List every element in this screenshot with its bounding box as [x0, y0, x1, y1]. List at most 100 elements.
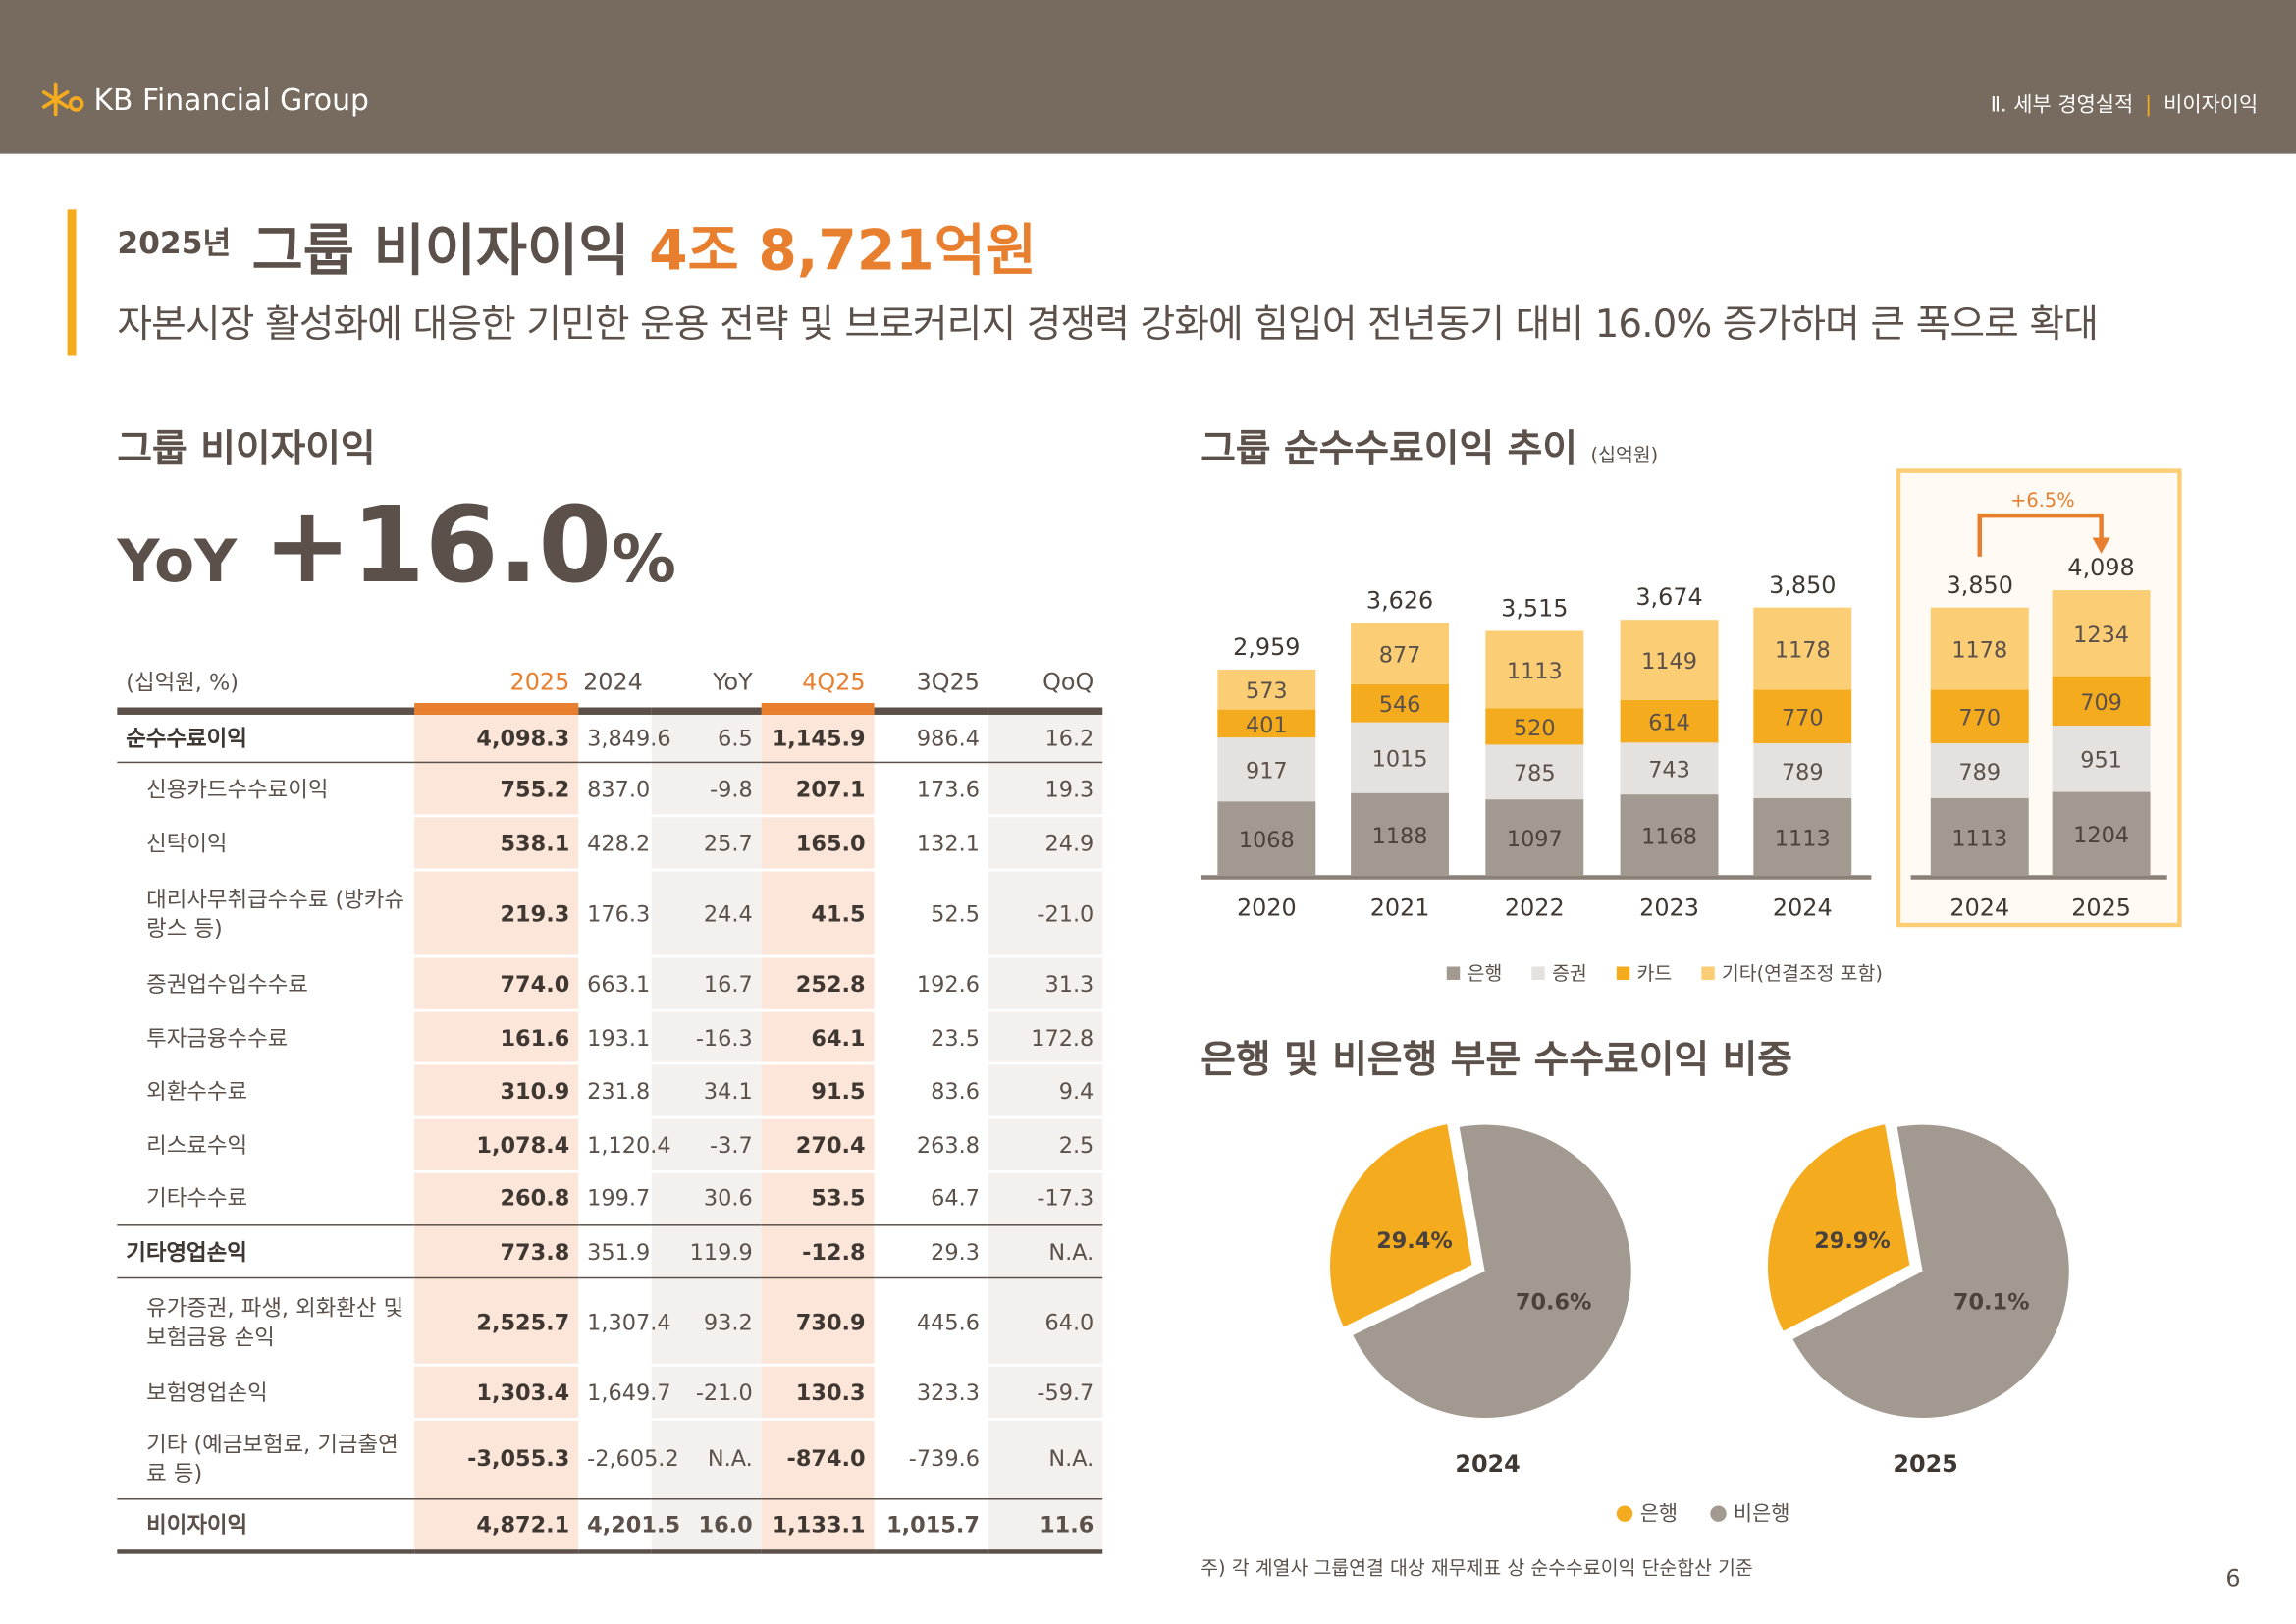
footnote: 주) 각 계열사 그룹연결 대상 재무제표 상 순수수료이익 단순합산 기준 — [1201, 1558, 1753, 1581]
legend-label: 은행 — [1639, 1502, 1679, 1527]
bar-segment-bank — [1351, 792, 1450, 877]
cell-3q25: 192.6 — [916, 970, 980, 998]
cell-2025: 538.1 — [414, 816, 579, 871]
table-row: 기타 (예금보험료, 기금출연료 등) -3,055.3 -2,605.2 N.A. -… — [117, 1420, 1103, 1500]
cell-3q25: 83.6 — [931, 1077, 980, 1105]
cell-yoy: 24.4 — [651, 870, 762, 957]
col-header-4q25: 4Q25 — [761, 654, 875, 715]
row-label: 기타 (예금보험료, 기금출연료 등) — [117, 1420, 415, 1500]
bar-category-label: 2020 — [1237, 893, 1297, 921]
cell-2024: 1,307.4 — [587, 1309, 671, 1336]
cell-3q25: 1,015.7 — [874, 1498, 988, 1554]
bar-segment-bank — [1217, 801, 1316, 877]
col-header-3q25: 3Q25 — [874, 654, 988, 715]
pie-year-label: 2024 — [1455, 1450, 1520, 1478]
row-label: 비이자이익 — [117, 1498, 415, 1554]
legend-item: 카드 — [1616, 958, 1672, 986]
cell-2024: 231.8 — [587, 1077, 651, 1105]
cell-2024: 351.9 — [578, 1224, 652, 1279]
bar-segment-other — [1930, 607, 2029, 690]
cell-2025: 774.0 — [414, 956, 579, 1012]
headline-amount: 4조 8,721억원 — [649, 218, 1038, 283]
cell-qoq: 24.9 — [988, 816, 1103, 871]
cell-3q25: 263.8 — [916, 1132, 980, 1159]
bar-segment-bank — [1485, 799, 1584, 877]
bar-segment-bank — [2052, 791, 2151, 877]
bar-segment-securities — [1351, 722, 1450, 793]
legend-item: 비은행 — [1709, 1498, 1790, 1528]
arrow-head-icon — [2092, 537, 2110, 554]
bar-total-label: 4,098 — [2067, 554, 2134, 581]
table-row: 유가증권, 파생, 외화환산 및 보험금융 손익 2,525.7 1,307.4 93… — [117, 1277, 1103, 1367]
bar-segment-securities — [1753, 742, 1852, 799]
breadcrumb-separator: | — [2145, 93, 2153, 118]
cell-4q25: 91.5 — [761, 1063, 875, 1118]
stacked-bar-chart: 1068 917 401 573 2,959 2020 1188 1015 546 877 3,62… — [1201, 489, 2167, 921]
headline-year: 2025년 — [117, 225, 232, 261]
cell-2025: 161.6 — [414, 1011, 579, 1064]
bar-total-label: 3,674 — [1635, 583, 1702, 611]
logo-text: KB Financial Group — [93, 81, 369, 118]
non-interest-income-table: (십억원, %) 2025 2024 YoY 4Q25 3Q25 QoQ 순수수… — [117, 654, 1103, 1554]
row-label: 기타수수료 — [117, 1172, 415, 1226]
cell-yoy: -9.8 — [651, 762, 762, 817]
cell-3q25: 64.7 — [874, 1172, 988, 1226]
legend-item: 은행 — [1446, 958, 1502, 986]
pie-bank-label: 29.9% — [1814, 1228, 1891, 1254]
yoy-highlight: YoY +16.0% — [117, 483, 676, 606]
legend-label: 비은행 — [1733, 1502, 1790, 1527]
table-row: 투자금융수수료 161.6 193.1 -16.3 64.1 23.5 172.8 — [117, 1011, 1103, 1064]
logo: KB Financial Group — [41, 81, 369, 118]
row-label: 증권업수입수수료 — [146, 970, 308, 998]
legend-swatch — [1446, 966, 1461, 980]
cell-yoy: -21.0 — [651, 1366, 762, 1421]
cell-2024: 199.7 — [578, 1172, 652, 1226]
cell-2024: 1,120.4 — [587, 1132, 671, 1159]
cell-2025: 773.8 — [414, 1224, 579, 1279]
table-row: 외환수수료 310.9 231.8 34.1 91.5 83.6 9.4 — [117, 1063, 1103, 1118]
bar-segment-bank — [1930, 798, 2029, 877]
bar-segment-bank — [1753, 798, 1852, 877]
cell-qoq: 64.0 — [988, 1277, 1103, 1367]
cell-qoq: N.A. — [988, 1420, 1103, 1500]
cell-2025: 755.2 — [414, 762, 579, 817]
cell-2025: 310.9 — [414, 1063, 579, 1118]
cell-4q25: 130.3 — [761, 1366, 875, 1421]
cell-2025: 4,872.1 — [414, 1498, 579, 1554]
cell-2025: 219.3 — [414, 870, 579, 957]
bar-segment-label: 1178 — [1951, 637, 2007, 663]
cell-yoy: 30.6 — [651, 1172, 762, 1226]
breadcrumb-topic: 비이자이익 — [2163, 93, 2259, 118]
cell-4q25: 270.4 — [761, 1117, 875, 1173]
bar-segment-securities — [1620, 742, 1719, 795]
bar-segment-label: 1015 — [1372, 747, 1428, 773]
bar-segment-label: 546 — [1379, 692, 1421, 718]
cell-yoy: 93.2 — [651, 1277, 762, 1367]
page-title: 그룹 비이자이익 4조 8,721억원 — [252, 205, 1037, 286]
bar-segment-label: 1178 — [1775, 637, 1831, 663]
table-row: 신탁이익 538.1 428.2 25.7 165.0 132.1 24.9 — [117, 816, 1103, 871]
cell-yoy: 16.0 — [651, 1498, 762, 1554]
table-row: 리스료수익 1,078.4 1,120.4 -3.7 270.4 263.8 2.5 — [117, 1117, 1103, 1173]
cell-3q25: -739.6 — [874, 1420, 988, 1500]
cell-4q25: 64.1 — [761, 1011, 875, 1064]
bar-segment-other — [2052, 590, 2151, 677]
cell-yoy: 119.9 — [651, 1224, 762, 1279]
bar-segment-label: 951 — [2080, 748, 2122, 774]
pie-section-title: 은행 및 비은행 부문 수수료이익 비중 — [1201, 1038, 1792, 1083]
col-header-yoy: YoY — [651, 654, 762, 715]
table-row: 증권업수입수수료 774.0 663.1 16.7 252.8 192.6 31.3 — [117, 956, 1103, 1012]
cell-2025: 260.8 — [414, 1172, 579, 1226]
bar-segment-label: 743 — [1648, 758, 1690, 784]
bar-total-label: 3,850 — [1947, 571, 2013, 599]
bar-segment-label: 1168 — [1641, 825, 1697, 850]
cell-4q25: 1,145.9 — [761, 711, 875, 764]
cell-3q25: 52.5 — [931, 900, 980, 928]
growth-label: +6.5% — [2010, 489, 2074, 512]
table-row: 기타영업손익 773.8 351.9 119.9 -12.8 29.3 N.A. — [117, 1224, 1103, 1279]
legend-swatch — [1616, 966, 1630, 980]
cell-3q25: 23.5 — [931, 1024, 980, 1052]
cell-2025: 4,098.3 — [414, 711, 579, 764]
bar-segment-label: 789 — [1782, 760, 1824, 785]
